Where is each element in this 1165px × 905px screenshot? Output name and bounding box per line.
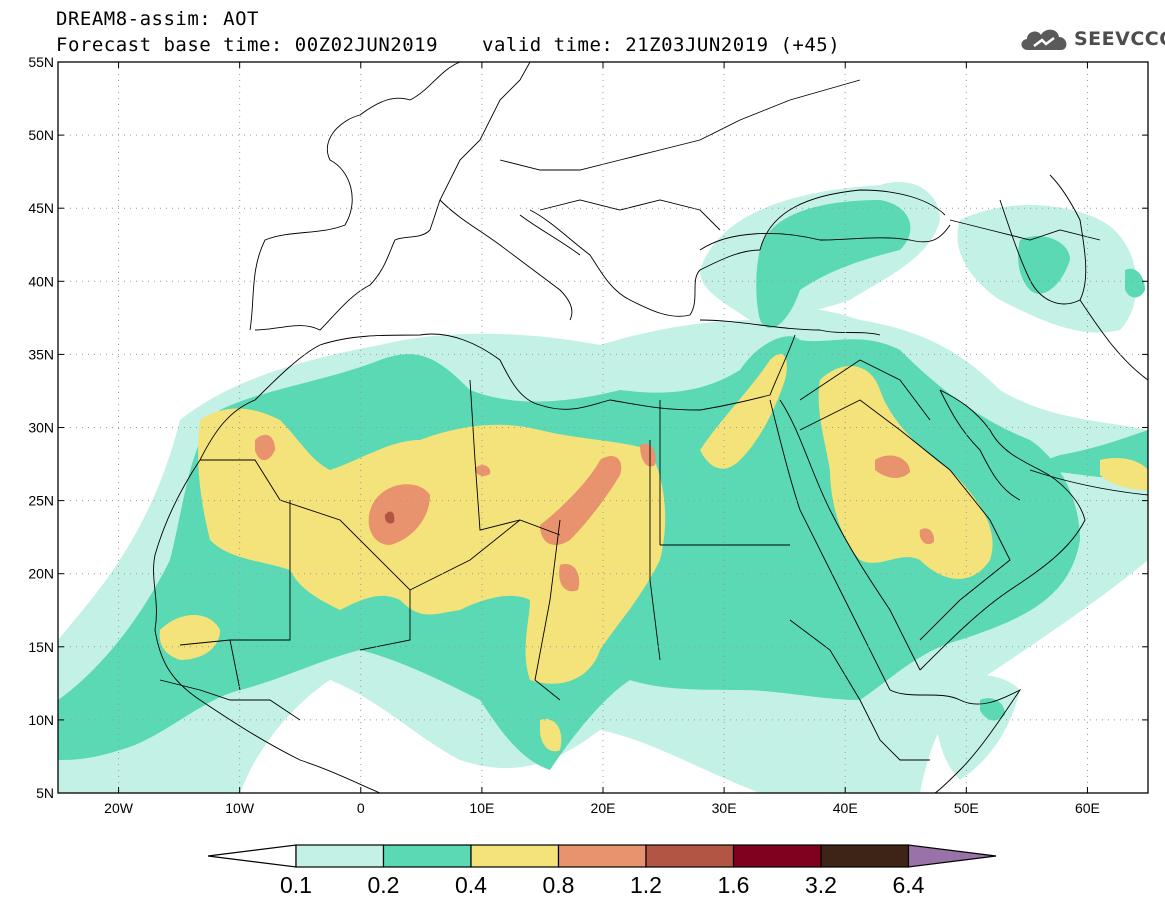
lat-tick-label: 50N <box>28 127 54 143</box>
colorbar-label: 6.4 <box>893 872 925 898</box>
aot-band-0.4 <box>540 719 562 752</box>
colorbar-label: 0.2 <box>368 872 400 898</box>
border-europe-3 <box>539 199 721 231</box>
colorbar: 0.1 0.2 0.4 0.8 1.2 1.6 3.2 6.4 <box>207 844 997 898</box>
aot-band-0.1 <box>936 675 1020 780</box>
valid-time: valid time: 21Z03JUN2019 (+45) <box>482 34 841 56</box>
coastline-red-sea <box>769 399 921 691</box>
lon-tick-label: 20E <box>591 800 616 816</box>
lat-tick-label: 15N <box>28 639 54 655</box>
lon-tick-label: 60E <box>1075 800 1100 816</box>
cloud-icon <box>1021 29 1067 50</box>
colorbar-segment <box>470 844 560 868</box>
seevccc-logo: SEEVCCC <box>1018 22 1165 56</box>
map-title: DREAM8-assim: AOT <box>56 8 259 30</box>
border-europe-2 <box>499 79 861 171</box>
border-saudi <box>799 399 1011 641</box>
border-europe-1 <box>429 62 531 231</box>
aot-field <box>58 181 1148 793</box>
colorbar-segment <box>557 844 647 868</box>
aot-band-0.2 <box>756 200 911 329</box>
aot-band-0.4 <box>1100 458 1148 490</box>
lon-tick-label: 50E <box>954 800 979 816</box>
border-sahara <box>200 459 521 591</box>
colorbar-segment <box>645 844 735 868</box>
colorbar-under-triangle <box>207 844 297 868</box>
logo-text: SEEVCCC <box>1074 28 1165 50</box>
coastline-italy <box>439 199 581 321</box>
lon-tick-label: 10W <box>225 800 255 816</box>
colorbar-segment <box>820 844 910 868</box>
coastline-horn-africa <box>889 688 1022 793</box>
aot-band-0.2 <box>1018 236 1070 294</box>
coastline-turkey <box>699 224 951 336</box>
colorbar-label: 1.6 <box>718 872 750 898</box>
border-ethiopia <box>789 619 930 761</box>
axis-ticks: 20W 10W 0 10E 20E 30E 40E 50E 60E 55N 50N 45N 40N 35N… <box>28 54 1148 816</box>
coastline-north-africa <box>199 333 796 461</box>
forecast-base-time: Forecast base time: 00Z02JUN2019 <box>56 34 439 56</box>
aot-band-1.2 <box>384 511 395 524</box>
lat-tick-label: 5N <box>36 785 54 801</box>
aot-band-0.8 <box>919 528 935 545</box>
colorbar-segment <box>295 844 385 868</box>
lat-tick-label: 30N <box>28 420 54 436</box>
country-borders <box>153 62 1148 793</box>
coastline-arabia <box>919 389 1086 671</box>
colorbar-over-triangle <box>907 844 997 868</box>
border-west-africa <box>159 639 301 721</box>
lat-tick-label: 20N <box>28 566 54 582</box>
coastline-europe <box>249 62 461 331</box>
aot-band-0.8 <box>559 564 580 592</box>
colorbar-label: 3.2 <box>805 872 837 898</box>
lat-tick-label: 40N <box>28 273 54 289</box>
aot-band-0.2 <box>1125 268 1145 298</box>
colorbar-label: 0.1 <box>280 872 312 898</box>
coastline-iran <box>1029 299 1148 496</box>
lat-tick-label: 45N <box>28 200 54 216</box>
border-sudan <box>649 440 790 661</box>
lat-tick-label: 35N <box>28 346 54 362</box>
colorbar-label: 0.8 <box>543 872 575 898</box>
colorbar-segment <box>732 844 822 868</box>
coastline-iberia <box>254 229 431 331</box>
lon-tick-label: 20W <box>104 800 134 816</box>
aot-band-0.4 <box>700 353 787 469</box>
colorbar-label: 0.4 <box>455 872 487 898</box>
border-chad <box>534 519 561 701</box>
aot-band-0.4 <box>198 408 666 684</box>
coastline-black-sea <box>759 189 946 251</box>
coastline-balkans <box>529 209 761 317</box>
border-caucasus <box>949 219 1101 241</box>
lon-tick-label: 0 <box>357 800 365 816</box>
aot-band-0.8 <box>475 465 491 476</box>
aot-band-0.8 <box>368 484 430 545</box>
lon-tick-label: 10E <box>469 800 494 816</box>
aot-band-0.8 <box>640 443 656 467</box>
lat-tick-label: 10N <box>28 712 54 728</box>
coastline-west-africa <box>153 459 381 793</box>
colorbar-label: 1.2 <box>630 872 662 898</box>
lat-tick-label: 25N <box>28 493 54 509</box>
coastline-persian-gulf <box>939 389 1021 501</box>
lat-tick-label: 55N <box>28 54 54 70</box>
lon-tick-label: 30E <box>712 800 737 816</box>
border-iraq <box>799 359 931 421</box>
aot-band-0.4 <box>159 615 220 660</box>
aot-band-0.8 <box>255 434 275 461</box>
border-algeria-libya <box>469 379 561 536</box>
lon-tick-label: 40E <box>833 800 858 816</box>
coastline-caspian <box>999 174 1087 305</box>
colorbar-segment <box>382 844 472 868</box>
aot-band-0.8 <box>875 455 910 478</box>
